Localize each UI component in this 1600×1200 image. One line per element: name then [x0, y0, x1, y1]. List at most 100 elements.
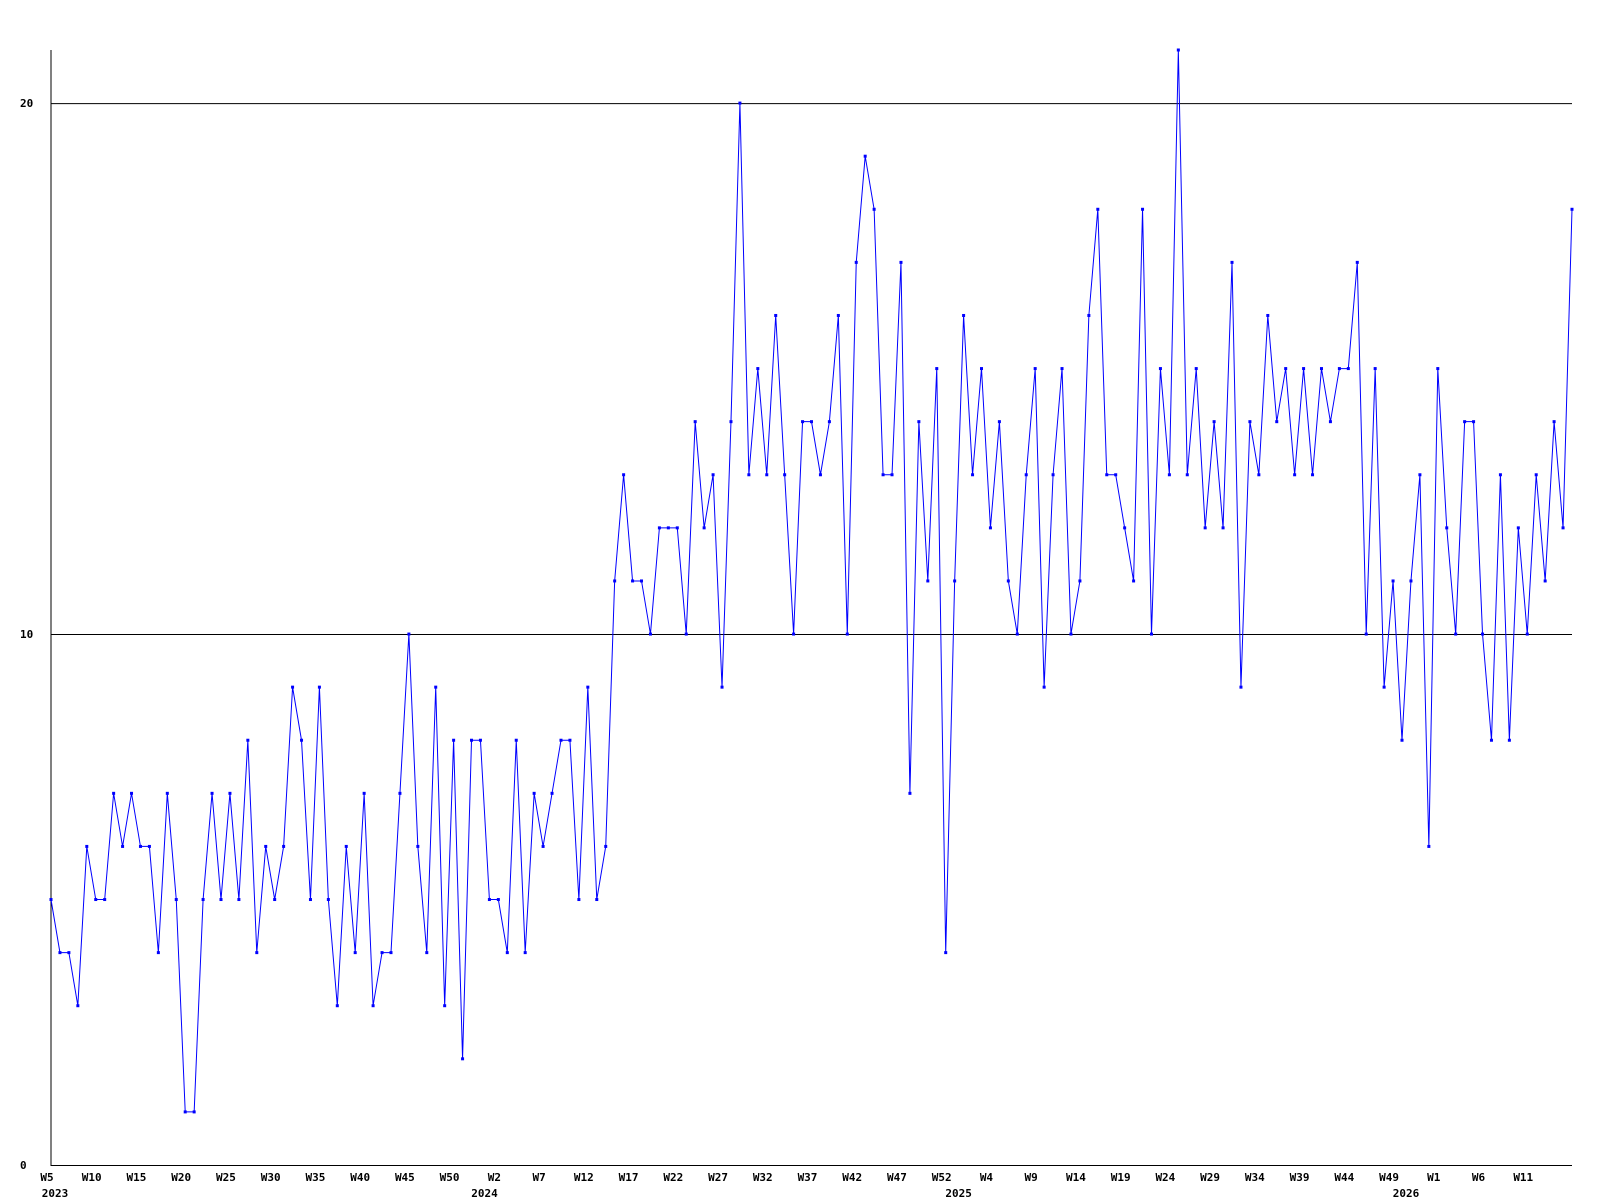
point [1006, 579, 1010, 583]
point [926, 579, 930, 583]
point [1382, 685, 1386, 689]
point [505, 951, 509, 955]
point [962, 313, 966, 317]
point [1319, 367, 1323, 371]
point [1302, 367, 1306, 371]
year-label: 2025 [945, 1187, 972, 1200]
point [935, 367, 939, 371]
point [389, 951, 393, 955]
point [675, 526, 679, 530]
point [613, 579, 617, 583]
point [765, 473, 769, 477]
point [1185, 473, 1189, 477]
point [586, 685, 590, 689]
point [1096, 207, 1100, 211]
point [1391, 579, 1395, 583]
point [1463, 420, 1467, 424]
point [514, 738, 518, 742]
point [1167, 473, 1171, 477]
point [1507, 738, 1511, 742]
point [988, 526, 992, 530]
point [1373, 367, 1377, 371]
point [1472, 420, 1476, 424]
point [165, 791, 169, 795]
point [94, 898, 98, 902]
point [792, 632, 796, 636]
point [1525, 632, 1529, 636]
point [631, 579, 635, 583]
point [1337, 367, 1341, 371]
point [1489, 738, 1493, 742]
point [1436, 367, 1440, 371]
point [147, 844, 151, 848]
y-tick-label: 10 [20, 628, 33, 641]
x-tick-label: W11 [1513, 1171, 1533, 1184]
point [282, 844, 286, 848]
x-tick-label: W5 [40, 1171, 53, 1184]
point [827, 420, 831, 424]
point [684, 632, 688, 636]
point [1158, 367, 1162, 371]
point [1570, 207, 1574, 211]
point [1355, 260, 1359, 264]
point [1230, 260, 1234, 264]
point [1114, 473, 1118, 477]
point [67, 951, 71, 955]
x-tick-label: W7 [532, 1171, 545, 1184]
point [604, 844, 608, 848]
point [291, 685, 295, 689]
y-tick-label: 20 [20, 97, 33, 110]
point [138, 844, 142, 848]
x-tick-label: W40 [350, 1171, 370, 1184]
point [496, 898, 500, 902]
point [85, 844, 89, 848]
point [210, 791, 214, 795]
point [1427, 844, 1431, 848]
point [729, 420, 733, 424]
point [568, 738, 572, 742]
point [1311, 473, 1315, 477]
point [380, 951, 384, 955]
x-tick-label: W2 [488, 1171, 501, 1184]
x-tick-label: W44 [1334, 1171, 1354, 1184]
point [881, 473, 885, 477]
line [50, 49, 1573, 1113]
point [1060, 367, 1064, 371]
point [443, 1004, 447, 1008]
point [1203, 526, 1207, 530]
point [452, 738, 456, 742]
point [666, 526, 670, 530]
point [58, 951, 62, 955]
point [219, 898, 223, 902]
x-tick-label: W47 [887, 1171, 907, 1184]
x-tick-label: W50 [440, 1171, 460, 1184]
point [1293, 473, 1297, 477]
point [648, 632, 652, 636]
point [1042, 685, 1046, 689]
point [756, 367, 760, 371]
point [854, 260, 858, 264]
x-tick-label: W19 [1111, 1171, 1131, 1184]
point [997, 420, 1001, 424]
point [1266, 313, 1270, 317]
point [121, 844, 125, 848]
point [174, 898, 178, 902]
point [470, 738, 474, 742]
point [872, 207, 876, 211]
point [264, 844, 268, 848]
x-tick-label: W24 [1155, 1171, 1175, 1184]
point [1105, 473, 1109, 477]
x-tick-label: W29 [1200, 1171, 1220, 1184]
point [979, 367, 983, 371]
point [818, 473, 822, 477]
point [300, 738, 304, 742]
point [1275, 420, 1279, 424]
point [783, 473, 787, 477]
point [398, 791, 402, 795]
point [917, 420, 921, 424]
point [371, 1004, 375, 1008]
point [747, 473, 751, 477]
point [362, 791, 366, 795]
x-tick-label: W34 [1245, 1171, 1265, 1184]
point [1498, 473, 1502, 477]
